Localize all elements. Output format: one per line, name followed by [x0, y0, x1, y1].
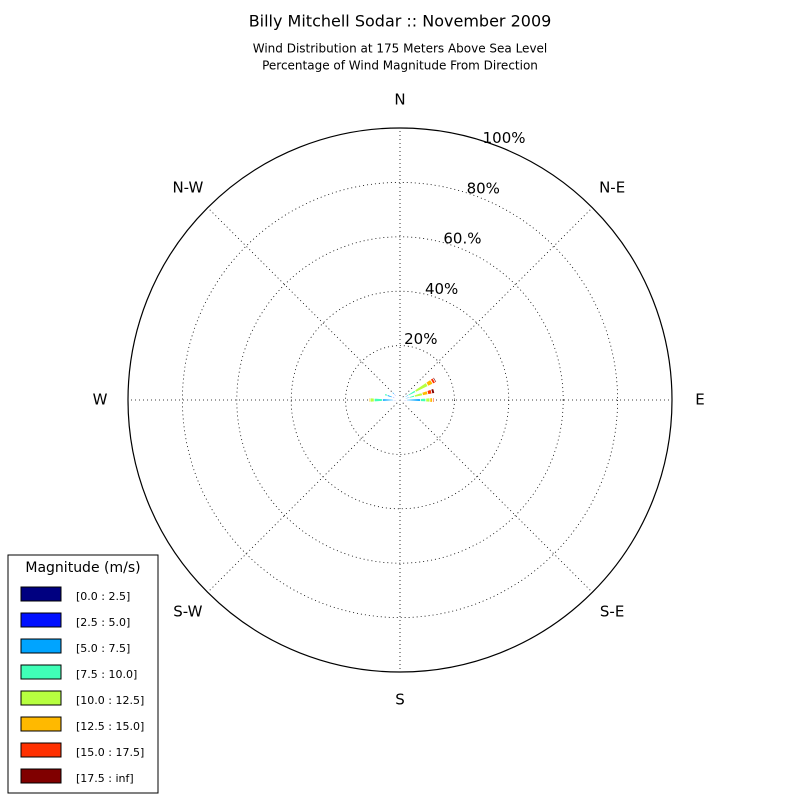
r-tick-label: 60.% [443, 230, 481, 248]
grid-ring [290, 290, 510, 510]
wedge [419, 397, 427, 403]
legend-title: Magnitude (m/s) [25, 560, 140, 576]
chart-subtitle: Wind Distribution at 175 Meters Above Se… [253, 42, 548, 56]
wedge [381, 398, 394, 402]
direction-label: N-E [599, 178, 625, 196]
r-tick-label: 20% [404, 330, 437, 348]
wedge [432, 376, 438, 384]
direction-label: S-W [173, 603, 202, 621]
r-tick-label: 100% [483, 129, 526, 147]
legend-label: [17.5 : inf] [76, 772, 134, 785]
grid-ring [181, 181, 619, 619]
chart-title: Billy Mitchell Sodar :: November 2009 [249, 12, 552, 31]
spoke [399, 399, 593, 593]
legend-swatch [20, 638, 62, 654]
legend-label: [15.0 : 17.5] [76, 746, 144, 759]
direction-label: N-W [172, 178, 203, 196]
wedge [373, 397, 383, 403]
wedge [391, 391, 394, 394]
legend-swatch [20, 586, 62, 602]
spoke [207, 399, 401, 593]
legend-swatch [20, 742, 62, 758]
chart-subtitle: Percentage of Wind Magnitude From Direct… [262, 59, 538, 73]
direction-label: W [93, 391, 108, 409]
legend-label: [2.5 : 5.0] [76, 616, 130, 629]
legend-label: [10.0 : 12.5] [76, 694, 144, 707]
grid-ring [345, 345, 455, 455]
legend-label: [0.0 : 2.5] [76, 590, 130, 603]
polar-frame [127, 127, 673, 673]
wedge [369, 397, 375, 403]
wedge [400, 399, 408, 401]
spoke [399, 207, 593, 401]
wedge [406, 398, 421, 402]
direction-label: S [395, 691, 405, 709]
wedge [430, 387, 436, 395]
spoke [207, 207, 401, 401]
legend-label: [5.0 : 7.5] [76, 642, 130, 655]
direction-label: E [695, 391, 704, 409]
direction-label: N [394, 91, 405, 109]
r-tick-label: 80% [467, 179, 500, 197]
wedge [425, 397, 431, 403]
legend-label: [12.5 : 15.0] [76, 720, 144, 733]
legend-label: [7.5 : 10.0] [76, 668, 137, 681]
r-tick-label: 40% [425, 280, 458, 298]
grid-ring [236, 236, 564, 564]
legend-swatch [20, 612, 62, 628]
direction-label: S-E [600, 603, 624, 621]
legend-swatch [20, 716, 62, 732]
legend-swatch [20, 768, 62, 784]
legend-swatch [20, 664, 62, 680]
legend-swatch [20, 690, 62, 706]
